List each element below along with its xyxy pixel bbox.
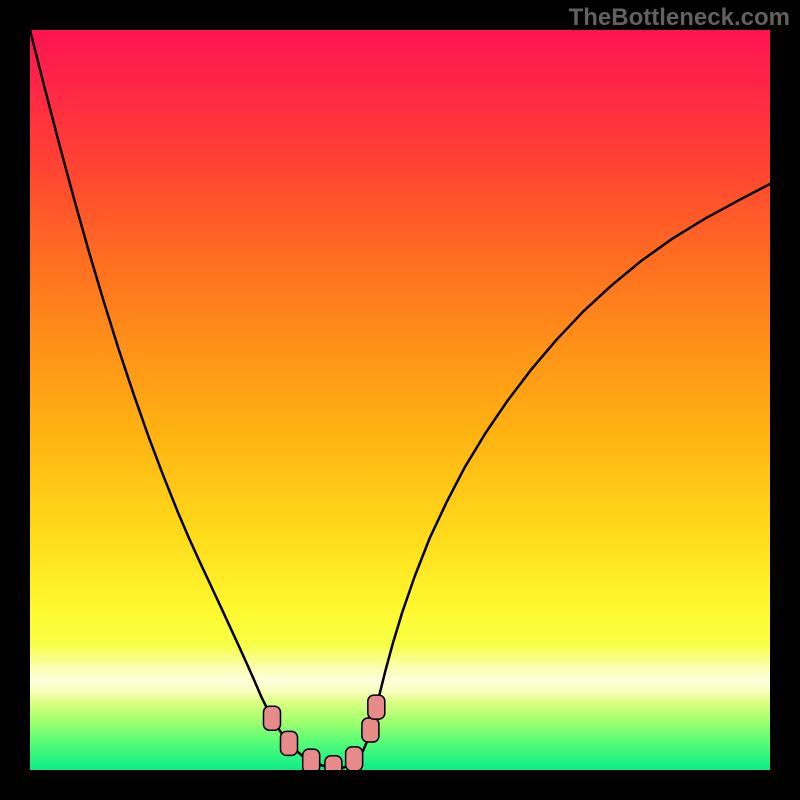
watermark-text: TheBottleneck.com xyxy=(569,4,790,32)
curve-marker xyxy=(263,706,280,730)
curve-marker xyxy=(362,718,379,742)
curve-marker xyxy=(281,731,298,755)
curve-marker xyxy=(325,756,342,770)
curve-marker xyxy=(368,695,385,719)
curve-marker xyxy=(303,749,320,770)
bottleneck-chart xyxy=(30,30,770,770)
plot-area xyxy=(30,30,770,770)
outer-frame: TheBottleneck.com xyxy=(0,0,800,800)
curve-marker xyxy=(346,747,363,770)
gradient-background xyxy=(30,30,770,770)
